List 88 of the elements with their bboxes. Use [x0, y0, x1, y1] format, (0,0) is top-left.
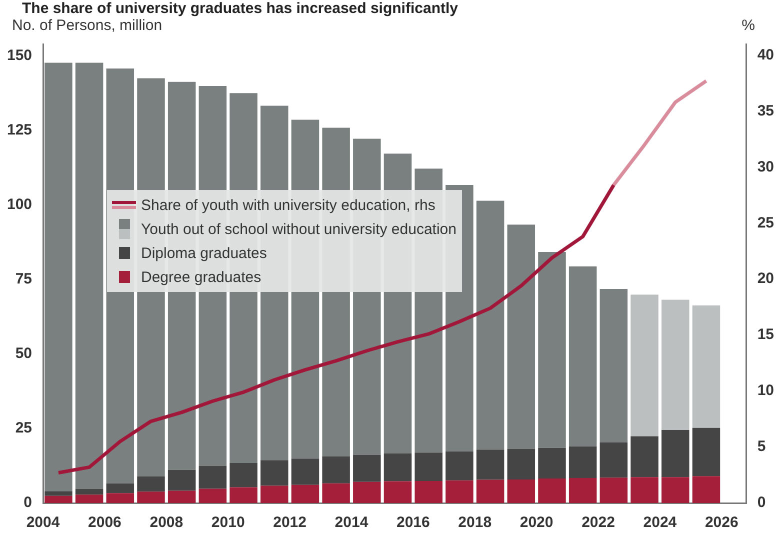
x-tick-label: 2010 [211, 514, 245, 532]
bar [291, 458, 320, 485]
bar [507, 448, 536, 480]
bar [538, 252, 566, 448]
x-tick-label: 2020 [520, 514, 554, 532]
bar [260, 460, 288, 486]
bar [230, 487, 258, 503]
bar [414, 480, 442, 503]
bar [414, 452, 442, 481]
legend-label: Share of youth with university education, rhs [141, 196, 436, 214]
y2-tick-label: 30 [757, 158, 774, 176]
bar [75, 62, 104, 489]
bar [353, 454, 381, 482]
bar [568, 446, 597, 478]
chart-title: The share of university graduates has increased significantly [22, 0, 458, 17]
bar [661, 300, 690, 430]
bar [692, 305, 720, 428]
y2-tick-label: 40 [757, 46, 774, 64]
bar [630, 436, 658, 478]
x-tick-label: 2004 [26, 514, 60, 532]
bar [568, 478, 597, 503]
y-tick-label: 25 [15, 420, 32, 437]
bar [476, 200, 504, 450]
bar [291, 484, 320, 503]
bar [600, 289, 628, 442]
x-tick-label: 2006 [88, 514, 122, 532]
bar [446, 480, 474, 503]
bar [322, 483, 350, 503]
y-tick-label: 100 [6, 196, 32, 214]
y2-tick-label: 20 [757, 270, 774, 288]
x-tick-label: 2016 [396, 514, 430, 532]
bar [44, 496, 72, 503]
bar [538, 448, 566, 479]
bar [75, 494, 104, 503]
y-tick-label: 125 [6, 122, 32, 139]
bar [137, 476, 165, 492]
bar [260, 486, 288, 503]
bar [568, 266, 597, 446]
y2-tick-label: 25 [757, 214, 774, 232]
y2-tick-label: 35 [757, 102, 774, 120]
bar [692, 428, 720, 476]
legend-label: Degree graduates [141, 268, 262, 286]
bar [44, 491, 72, 496]
y2-axis-title: % [742, 17, 755, 34]
x-tick-label: 2026 [704, 514, 738, 532]
y2-tick-label: 15 [757, 326, 774, 344]
y2-tick-label: 5 [757, 438, 766, 456]
x-tick-label: 2014 [334, 514, 369, 532]
x-tick-label: 2022 [582, 514, 615, 532]
bar [75, 488, 104, 495]
y-axis-title: No. of Persons, million [12, 17, 162, 34]
y2-tick-label: 0 [757, 494, 766, 512]
bar [692, 476, 720, 503]
bar [476, 480, 504, 503]
bar [384, 454, 412, 482]
legend-label: Youth out of school without university education [141, 220, 456, 238]
bar [538, 478, 566, 503]
legend-label: Diploma graduates [141, 244, 267, 262]
bar [106, 493, 134, 503]
bar [630, 477, 658, 503]
bar [198, 466, 227, 489]
bar [476, 450, 504, 480]
x-tick-label: 2024 [643, 514, 678, 532]
bar [446, 451, 474, 480]
bar [661, 430, 690, 478]
bar [630, 294, 658, 436]
bar [600, 442, 628, 478]
x-tick-label: 2008 [150, 514, 184, 532]
bar [661, 477, 690, 503]
x-tick-label: 2012 [273, 514, 306, 532]
y-tick-label: 75 [15, 270, 32, 288]
y-tick-label: 50 [15, 345, 32, 362]
bar [168, 470, 196, 491]
y-tick-label: 0 [24, 494, 32, 512]
bar [384, 481, 412, 503]
bar [507, 479, 536, 503]
bar [322, 456, 350, 484]
bar [137, 492, 165, 503]
y2-tick-label: 10 [757, 382, 774, 400]
bar [600, 478, 628, 503]
x-tick-label: 2018 [458, 514, 492, 532]
bar [507, 224, 536, 449]
bar [106, 483, 134, 494]
bar [168, 490, 196, 503]
y-tick-label: 150 [6, 47, 32, 64]
bar [230, 463, 258, 488]
bar [353, 482, 381, 503]
bar [198, 488, 227, 503]
